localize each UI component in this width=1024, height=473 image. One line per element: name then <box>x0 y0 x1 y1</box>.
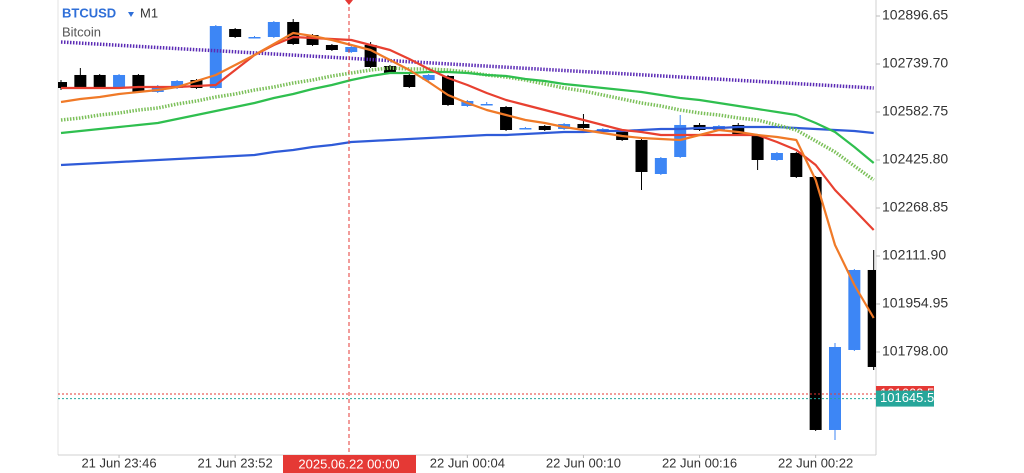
candle-body <box>422 74 435 80</box>
candle-body <box>848 269 861 350</box>
candle-body <box>732 124 745 135</box>
candle-body <box>171 81 184 89</box>
plot-area <box>58 18 876 440</box>
candle-body <box>248 37 261 39</box>
candle-body <box>500 106 513 130</box>
symbol[interactable]: BTCUSD <box>62 5 116 20</box>
candle-body <box>325 44 338 50</box>
candle-body <box>538 125 551 130</box>
moving-average-line <box>60 70 875 164</box>
moving-average-line <box>60 31 875 319</box>
candle-body <box>867 269 876 367</box>
timeframe[interactable]: M1 <box>140 5 158 20</box>
candle-body <box>74 74 87 89</box>
y-tick-label: 101954.95 <box>882 295 948 311</box>
x-tick-label: 22 Jun 00:04 <box>430 455 505 470</box>
x-tick-label: 21 Jun 23:52 <box>198 455 273 470</box>
y-tick-label: 102268.85 <box>882 199 948 215</box>
x-tick-label: 21 Jun 23:46 <box>81 455 156 470</box>
x-tick-label: 22 Jun 00:16 <box>662 455 737 470</box>
candle-body <box>519 128 532 130</box>
candle-body <box>790 152 803 177</box>
candle-body <box>770 152 783 160</box>
price-label: 101645.59 <box>880 390 941 405</box>
y-tick-label: 101798.00 <box>882 343 948 359</box>
candle-body <box>190 79 203 89</box>
price-label-box <box>876 390 934 407</box>
candle-body <box>93 74 106 89</box>
symbol-dropdown-icon[interactable] <box>128 12 134 17</box>
candle-body <box>442 75 454 105</box>
moving-average-line <box>60 40 874 90</box>
candle-body <box>209 26 222 89</box>
candle-body <box>132 74 145 92</box>
candle-body <box>635 139 648 172</box>
candle-body <box>345 47 358 53</box>
candle-body <box>113 74 126 89</box>
y-tick-label: 102739.70 <box>882 55 948 71</box>
candle-body <box>267 21 280 38</box>
y-tick-label: 102896.65 <box>882 7 948 23</box>
candle-body <box>58 82 67 89</box>
candle-body <box>306 35 319 45</box>
candle-body <box>403 74 416 88</box>
description: Bitcoin <box>62 24 101 39</box>
candle-body <box>809 176 822 430</box>
axes: 102896.65 102739.70 102582.75 102425.80 1022… <box>81 7 948 471</box>
crosshair-marker <box>345 0 353 5</box>
crosshair-label-box <box>283 455 416 473</box>
candle-body <box>596 128 609 131</box>
x-tick-label: 22 Jun 00:22 <box>778 455 853 470</box>
y-tick-label: 102111.90 <box>882 247 946 263</box>
candle-body <box>577 124 590 129</box>
moving-average-line <box>61 35 875 231</box>
y-tick-label: 102425.80 <box>882 151 948 167</box>
candle-body <box>229 29 242 38</box>
moving-average-line <box>60 125 874 167</box>
candle-body <box>654 158 667 175</box>
candle-body <box>751 134 764 160</box>
y-tick-label: 102582.75 <box>882 103 948 119</box>
crosshair-label: 2025.06.22 00:00 <box>298 456 399 471</box>
candle-body <box>829 346 841 430</box>
candle-body <box>480 104 493 106</box>
x-tick-label: 22 Jun 00:10 <box>546 455 621 470</box>
